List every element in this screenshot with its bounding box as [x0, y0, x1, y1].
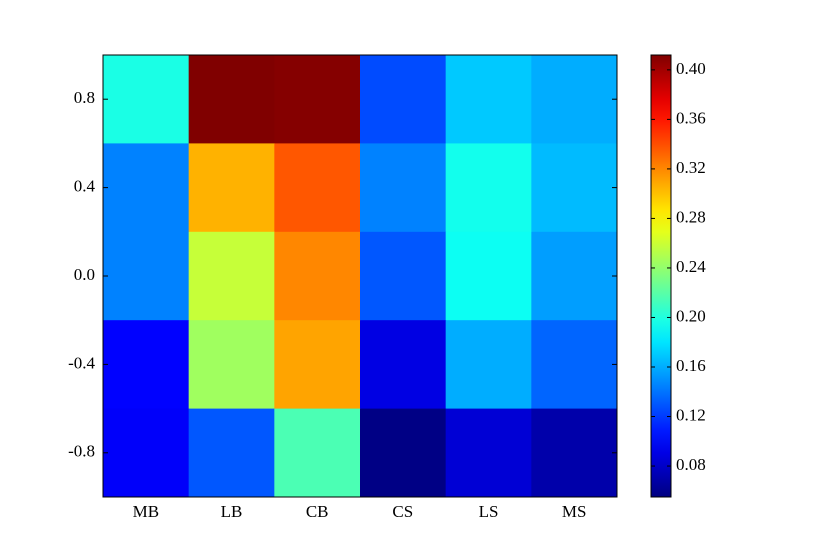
heatmap-cell: [103, 231, 190, 321]
heatmap-cell: [531, 143, 618, 233]
heatmap-cell: [188, 320, 275, 410]
heatmap-cell: [531, 320, 618, 410]
heatmap-cell: [531, 55, 618, 144]
heatmap-cell: [103, 408, 190, 498]
y-tick-label: -0.4: [68, 353, 95, 372]
heatmap-cell: [274, 55, 361, 144]
heatmap-cell: [103, 143, 190, 233]
y-tick-label: 0.0: [74, 265, 95, 284]
heatmap-cell: [445, 55, 532, 144]
colorbar-tick-label: 0.36: [676, 108, 706, 127]
heatmap-cell: [360, 143, 447, 233]
heatmap-cell: [445, 143, 532, 233]
heatmap-cell: [274, 320, 361, 410]
x-tick-label: CB: [306, 502, 329, 521]
colorbar-tick-label: 0.24: [676, 257, 706, 276]
y-tick-label: 0.8: [74, 88, 95, 107]
y-tick-label: 0.4: [74, 177, 96, 196]
colorbar-tick-label: 0.16: [676, 356, 706, 375]
heatmap-cell: [360, 408, 447, 498]
x-tick-label: CS: [392, 502, 413, 521]
colorbar: [650, 54, 672, 498]
x-tick-label: MB: [133, 502, 159, 521]
heatmap-cell: [274, 143, 361, 233]
colorbar-tick-label: 0.08: [676, 455, 706, 474]
heatmap-cell: [445, 408, 532, 498]
colorbar-tick-label: 0.28: [676, 207, 706, 226]
x-tick-label: MS: [562, 502, 587, 521]
heatmap-cell: [274, 408, 361, 498]
heatmap-cell: [188, 55, 275, 144]
heatmap-cell: [103, 320, 190, 410]
heatmap-cell: [360, 55, 447, 144]
heatmap-cell: [360, 231, 447, 321]
heatmap-cell: [188, 231, 275, 321]
heatmap-cell: [274, 231, 361, 321]
x-tick-label: LB: [221, 502, 243, 521]
colorbar-tick-label: 0.20: [676, 306, 706, 325]
colorbar-tick-label: 0.32: [676, 158, 706, 177]
heatmap-cell: [531, 408, 618, 498]
x-tick-label: LS: [479, 502, 499, 521]
heatmap-cell: [445, 320, 532, 410]
heatmap-cell: [188, 143, 275, 233]
colorbar-tick-label: 0.40: [676, 59, 706, 78]
heatmap-cell: [360, 320, 447, 410]
y-tick-label: -0.8: [68, 442, 95, 461]
heatmap-cell: [103, 55, 190, 144]
heatmap-cell: [531, 231, 618, 321]
colorbar-tick-label: 0.12: [676, 405, 706, 424]
heatmap-cell: [445, 231, 532, 321]
heatmap-cell: [188, 408, 275, 498]
